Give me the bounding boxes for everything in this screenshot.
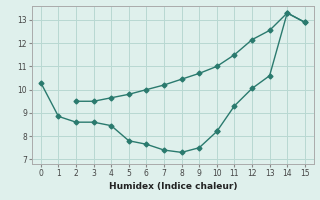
X-axis label: Humidex (Indice chaleur): Humidex (Indice chaleur) — [108, 182, 237, 191]
